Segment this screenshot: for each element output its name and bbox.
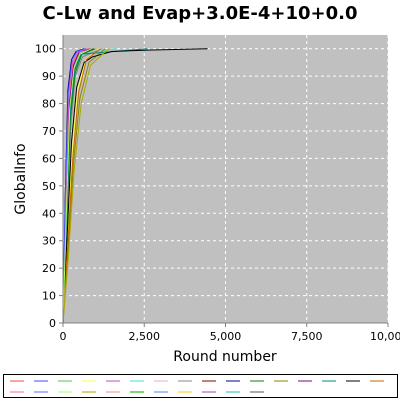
axis-ticks: 0 10 20 30 40 50 60 70 80 90 100 0 2,500 5,000 7,500 10… (35, 43, 400, 343)
x-tick-label: 0 (60, 330, 67, 343)
y-axis-label: GlobalInfo (13, 143, 29, 214)
y-tick-label: 70 (42, 125, 56, 138)
x-tick-label: 5,000 (210, 330, 242, 343)
x-axis-label: Round number (173, 349, 277, 365)
y-tick-label: 30 (42, 235, 56, 248)
y-tick-label: 40 (42, 207, 56, 220)
chart-title: C-Lw and Evap+3.0E-4+10+0.0 (42, 3, 358, 24)
y-tick-label: 10 (42, 290, 56, 303)
grid-lines (63, 35, 389, 323)
y-tick-label: 80 (42, 98, 56, 111)
series-line (62, 48, 208, 324)
series-line (62, 48, 92, 324)
x-tick-label: 10,00 (370, 330, 400, 343)
series-line (62, 48, 106, 324)
x-tick-label: 7,500 (291, 330, 323, 343)
series-line (62, 48, 87, 324)
x-tick-label: 2,500 (129, 330, 161, 343)
legend (3, 374, 398, 398)
series-line (62, 48, 109, 324)
y-tick-label: 20 (42, 262, 56, 275)
y-tick-label: 50 (42, 180, 56, 193)
y-tick-label: 90 (42, 70, 56, 83)
y-tick-label: 100 (35, 43, 56, 56)
series-line (62, 48, 101, 324)
series-lines (62, 48, 208, 324)
y-tick-label: 60 (42, 152, 56, 165)
y-tick-label: 0 (49, 317, 56, 330)
